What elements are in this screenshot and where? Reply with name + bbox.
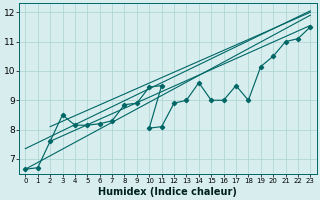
X-axis label: Humidex (Indice chaleur): Humidex (Indice chaleur): [98, 187, 237, 197]
